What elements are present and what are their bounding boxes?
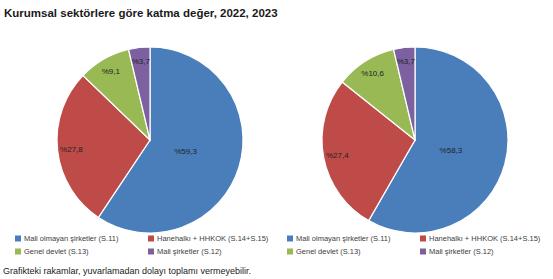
title: Kurumsal sektörlere göre katma değer, 20…: [4, 7, 278, 19]
figure: Kurumsal sektörlere göre katma değer, 20…: [0, 0, 553, 279]
legend-swatch: [420, 236, 426, 242]
data-label: %3,7: [397, 57, 416, 66]
data-label: %27,4: [326, 151, 349, 160]
data-label: %3,7: [132, 57, 151, 66]
legend-swatch: [15, 249, 21, 255]
data-labels: %59,3 %27,8 %9,1 %3,7: [60, 57, 197, 155]
legend-label: Genel devlet (S.13): [24, 247, 89, 256]
data-label: %59,3: [174, 147, 197, 156]
data-label: %9,1: [102, 67, 121, 76]
footnote: Grafikteki rakamlar, yuvarlamadan dolayı…: [3, 266, 251, 276]
slice: [129, 47, 150, 140]
data-label: %58,3: [440, 146, 463, 155]
background: [0, 0, 553, 279]
legend-swatch: [148, 249, 154, 255]
data-labels: %58,3 %27,4 %10,6 %3,7: [326, 57, 463, 159]
legend: Mali olmayan şirketler (S.11) Hanehalkı +…: [15, 234, 269, 256]
legend-label: Mali şirketler (S.12): [429, 247, 494, 256]
pie-chart: %58,3 %27,4 %10,6 %3,7 Mali olmayan şirketle…: [287, 47, 541, 256]
legend-swatch: [420, 249, 426, 255]
legend: Mali olmayan şirketler (S.11) Hanehalkı +…: [287, 234, 541, 256]
legend-label: Hanehalkı + HHKOK (S.14+S.15): [157, 234, 269, 243]
legend-swatch: [148, 236, 154, 242]
legend-swatch: [15, 236, 21, 242]
slice: [394, 47, 415, 140]
data-label: %27,8: [60, 145, 83, 154]
slices: [322, 47, 508, 233]
legend-swatch: [287, 236, 293, 242]
data-label: %10,6: [361, 69, 384, 78]
slices: [57, 47, 243, 233]
legend-label: Mali olmayan şirketler (S.11): [24, 234, 119, 243]
legend-swatch: [287, 249, 293, 255]
legend-label: Hanehalkı + HHKOK (S.14+S.15): [429, 234, 541, 243]
pie-chart: %59,3 %27,8 %9,1 %3,7 Mali olmayan şirketler…: [15, 47, 269, 256]
legend-label: Mali olmayan şirketler (S.11): [296, 234, 391, 243]
legend-label: Genel devlet (S.13): [296, 247, 361, 256]
legend-label: Mali şirketler (S.12): [157, 247, 222, 256]
